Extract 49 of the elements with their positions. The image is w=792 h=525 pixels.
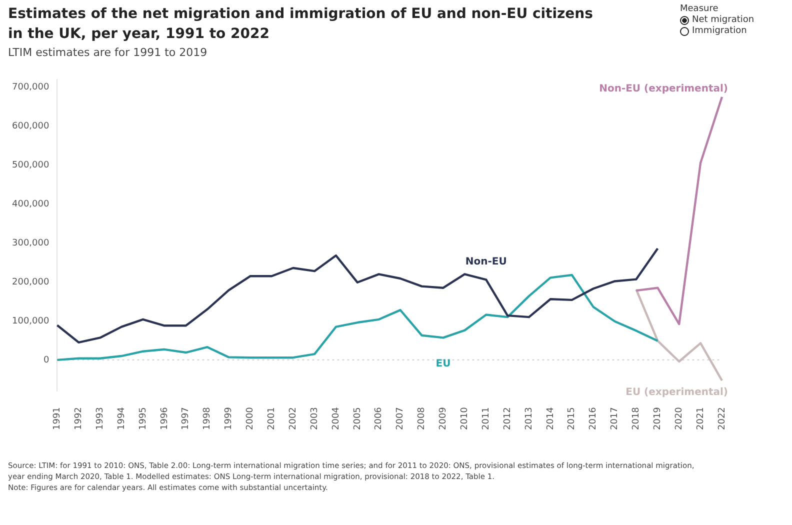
x-tick-label: 2021 [696, 407, 706, 430]
x-tick-label: 2009 [438, 406, 449, 430]
x-tick-label: 2002 [288, 407, 298, 430]
x-tick-label: 2004 [331, 406, 342, 430]
x-tick-label: 1995 [138, 407, 148, 430]
x-tick-label: 2018 [632, 406, 642, 430]
x-tick-label: 1997 [181, 407, 192, 430]
series-label: EU (experimental) [626, 387, 728, 398]
x-tick-label: 2006 [374, 406, 384, 430]
x-tick-label: 2013 [524, 407, 534, 430]
x-tick-label: 2003 [310, 407, 320, 430]
x-tick-label: 1994 [116, 406, 127, 430]
x-tick-label: 2017 [610, 407, 620, 430]
y-tick-label: 400,000 [12, 199, 50, 210]
text: Net migration [692, 15, 754, 25]
x-tick-label: 2010 [460, 406, 470, 430]
x-tick-label: 2005 [352, 407, 363, 430]
chart-subtitle: LTIM estimates are for 1991 to 2019 [8, 46, 208, 59]
x-tick-label: 2020 [674, 406, 684, 430]
x-tick-label: 2019 [653, 406, 664, 430]
y-tick-label: 100,000 [12, 316, 50, 326]
x-tick-label: 2011 [481, 407, 492, 430]
y-tick-label: 500,000 [12, 160, 50, 170]
x-tick-label: 2008 [417, 406, 428, 430]
x-tick-label: 1993 [95, 407, 106, 430]
y-tick-label: 300,000 [12, 238, 50, 248]
x-tick-label: 2016 [588, 406, 599, 430]
x-tick-label: 1992 [74, 407, 84, 430]
x-tick-label: 2014 [546, 406, 556, 430]
x-tick-label: 2022 [717, 407, 728, 430]
y-tick-label: 200,000 [12, 277, 50, 288]
x-tick-label: 2015 [567, 407, 578, 430]
x-tick-label: 2012 [502, 407, 513, 430]
y-tick-label: 0 [43, 355, 50, 366]
text: EU [436, 358, 451, 370]
x-tick-label: 1998 [202, 406, 213, 430]
x-tick-label: 2007 [396, 407, 406, 430]
series-label: Non-EU [465, 256, 507, 268]
text: Immigration [692, 26, 747, 36]
x-tick-label: 2000 [246, 406, 256, 430]
x-tick-label: 1991 [52, 407, 63, 430]
legend-title: Measure [680, 4, 720, 14]
x-tick-label: 2001 [267, 407, 278, 430]
chart-title: Estimates of the net migration and immigration of EU and non-EU citizens in the UK, per year, 1991 to 2022 [8, 5, 594, 44]
x-tick-label: 1996 [160, 406, 170, 430]
y-tick-label: 700,000 [12, 82, 50, 93]
x-tick-label: 1999 [224, 406, 234, 430]
y-tick-label: 600,000 [12, 122, 50, 132]
series-label: Non-EU (experimental) [599, 84, 728, 95]
